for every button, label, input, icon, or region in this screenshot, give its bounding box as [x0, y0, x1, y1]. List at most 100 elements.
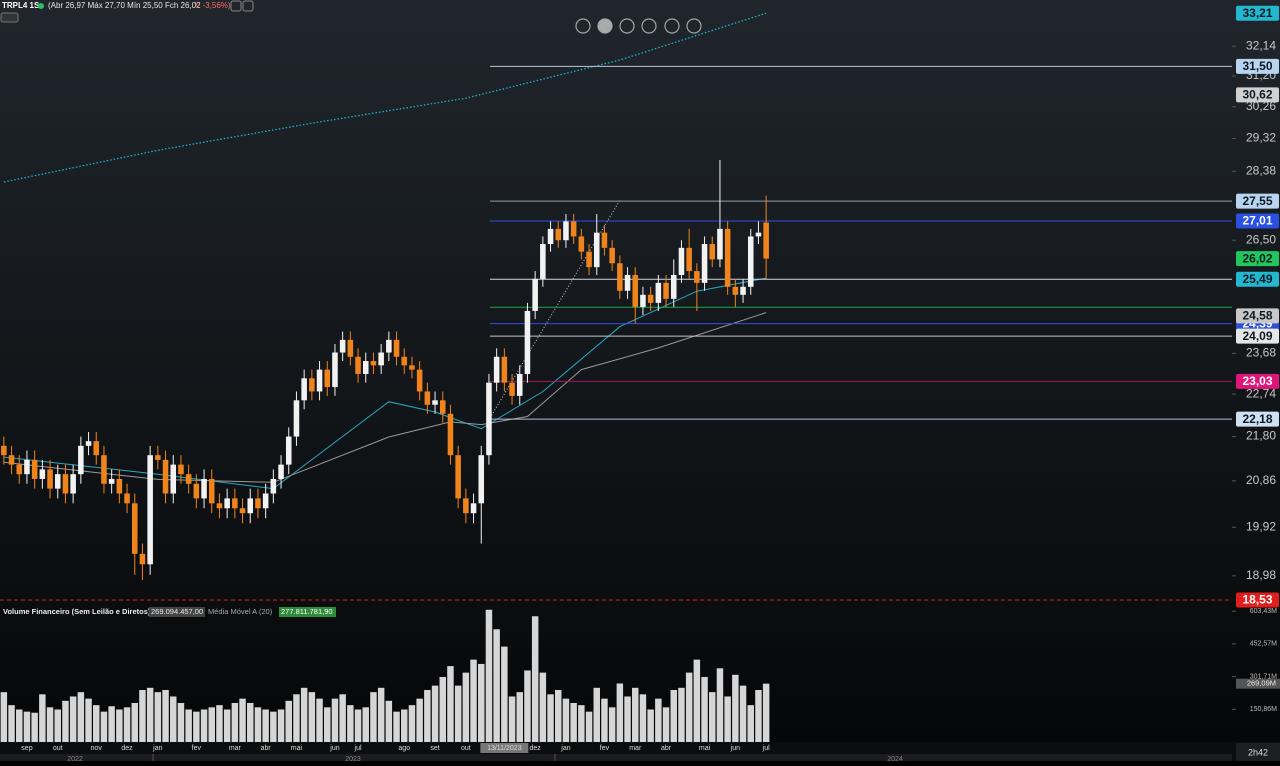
- volume-bar: [516, 692, 523, 742]
- menu-button[interactable]: [230, 0, 242, 12]
- candle-body: [578, 236, 585, 252]
- candle-body: [509, 382, 515, 396]
- candle-body: [162, 459, 169, 494]
- volume-bar: [385, 700, 393, 742]
- pan-tool[interactable]: [575, 18, 591, 34]
- price-label: 33,21: [1242, 6, 1272, 20]
- ticker: TRPL4 1S: [2, 1, 40, 10]
- candle-body: [116, 478, 123, 494]
- collapse-button[interactable]: [0, 12, 19, 23]
- candle-body: [208, 478, 215, 504]
- candle-body: [570, 221, 577, 237]
- ohlc-header: (Abr 26,97 Máx 27,70 Mín 25,50 Fch 26,02: [48, 1, 201, 10]
- candle-body: [224, 498, 230, 509]
- scroll-back-tool[interactable]: [664, 18, 680, 34]
- volume-bar: [316, 698, 323, 742]
- candle-body: [755, 232, 762, 237]
- volume-bar: [362, 707, 369, 742]
- volume-bar: [231, 702, 239, 742]
- year-label: 2022: [67, 756, 83, 761]
- candle-body: [709, 244, 716, 260]
- volume-bar: [539, 672, 547, 742]
- zoom-out-tool[interactable]: [619, 18, 635, 34]
- candle-body: [717, 228, 723, 260]
- candle-body: [247, 498, 254, 514]
- price-label: 26,02: [1242, 251, 1272, 265]
- y-tick-label: 22,74: [1246, 386, 1276, 400]
- volume-ma-title: Média Móvel A (20): [208, 607, 273, 616]
- candle-body: [293, 400, 300, 437]
- candle-body: [309, 378, 315, 392]
- volume-bar: [747, 705, 754, 742]
- y-tick-label: 26,50: [1246, 232, 1276, 246]
- volume-tick-label: 150,86M: [1250, 706, 1277, 713]
- volume-bar: [146, 687, 154, 742]
- candle-body: [378, 352, 384, 366]
- volume-bar: [223, 709, 231, 742]
- volume-bar: [93, 705, 100, 742]
- candle-body: [424, 391, 431, 405]
- volume-bar: [724, 696, 731, 742]
- candle-body: [670, 274, 677, 299]
- volume-bar: [624, 696, 631, 742]
- volume-bar: [54, 709, 61, 742]
- volume-bar: [562, 698, 570, 742]
- candle-body: [355, 356, 361, 374]
- moving-average: [3, 12, 767, 183]
- volume-ma-box: [279, 607, 336, 617]
- volume-tick-label: 603,43M: [1250, 608, 1277, 615]
- candle-body: [432, 400, 438, 405]
- candle-body: [301, 378, 307, 401]
- price-label: 22,18: [1242, 412, 1272, 426]
- zoom-in-tool[interactable]: [641, 18, 657, 34]
- volume-bar: [354, 709, 362, 742]
- candle-body: [393, 339, 400, 357]
- candle-body: [555, 228, 562, 241]
- volume-bar: [762, 683, 770, 742]
- candle-body: [101, 455, 107, 484]
- price-label: 31,50: [1242, 59, 1272, 73]
- year-label: 2023: [345, 756, 361, 761]
- x-tick-label: jan: [152, 745, 162, 752]
- volume-bar: [193, 711, 200, 742]
- price-label: 25,49: [1242, 272, 1272, 286]
- candle-body: [239, 508, 246, 514]
- x-tick-label: abr: [261, 745, 272, 752]
- volume-bar: [570, 702, 577, 742]
- x-tick-label: fev: [192, 745, 202, 752]
- candle-body: [31, 459, 38, 479]
- x-tick-label: nov: [91, 745, 103, 752]
- candle-body: [516, 373, 523, 396]
- candle-body: [524, 310, 531, 374]
- volume-ma-value: 277.811.781,90: [281, 607, 333, 616]
- candle-body: [185, 474, 192, 484]
- volume-bar: [454, 685, 462, 742]
- candle-body: [540, 244, 546, 279]
- clock: 2h42: [1248, 747, 1268, 757]
- volume-bar: [293, 694, 300, 742]
- candle-body: [586, 251, 592, 268]
- price-label-box: [1236, 251, 1279, 267]
- x-tick-label: mai: [291, 745, 303, 752]
- volume-bar: [755, 689, 762, 742]
- candle-body: [632, 274, 639, 307]
- price-label-box: [1236, 328, 1279, 344]
- candle-body: [563, 221, 569, 241]
- volume-title: Volume Financeiro (Sem Leilão e Diretos): [3, 607, 151, 616]
- volume-bar: [531, 616, 539, 742]
- scroll-forward-tool[interactable]: [686, 18, 702, 34]
- volume-bar: [485, 609, 493, 742]
- volume-bar: [501, 646, 508, 742]
- status-dot: [38, 3, 44, 9]
- candle-body: [763, 222, 769, 259]
- reset-tool[interactable]: [597, 18, 613, 34]
- y-tick-label: 21,80: [1246, 429, 1276, 443]
- candle-body: [463, 498, 469, 514]
- volume-bar: [377, 687, 385, 742]
- volume-bar: [647, 709, 654, 742]
- candle-body: [147, 455, 153, 565]
- add-button[interactable]: [242, 0, 254, 12]
- candle-body: [16, 464, 23, 475]
- volume-bar: [216, 705, 223, 742]
- volume-bar: [46, 707, 54, 742]
